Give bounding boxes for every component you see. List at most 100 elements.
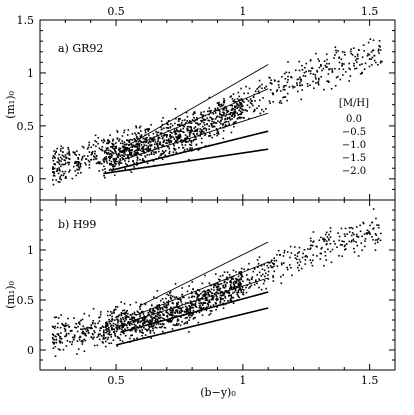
- data-point: [64, 154, 67, 156]
- data-point: [105, 324, 107, 326]
- data-point: [217, 289, 219, 292]
- data-point: [131, 139, 133, 141]
- data-point: [177, 138, 179, 141]
- data-point: [179, 128, 182, 131]
- data-point: [105, 331, 107, 334]
- data-point: [267, 274, 269, 276]
- data-point: [51, 333, 54, 336]
- data-point: [131, 146, 134, 149]
- data-point: [291, 274, 293, 277]
- data-point: [211, 123, 213, 126]
- data-point: [254, 279, 257, 281]
- data-point: [74, 151, 76, 154]
- data-point: [133, 145, 136, 148]
- data-point: [53, 175, 56, 177]
- data-point: [327, 80, 329, 82]
- data-point: [99, 327, 102, 329]
- metallicity-line: [141, 241, 269, 306]
- data-point: [215, 291, 218, 293]
- legend-title: [M/H]: [339, 98, 369, 109]
- data-point: [202, 306, 205, 309]
- data-point: [181, 293, 184, 296]
- data-point: [371, 235, 373, 238]
- data-point: [139, 331, 141, 333]
- data-point: [189, 130, 192, 132]
- data-point: [101, 325, 104, 328]
- data-point: [81, 156, 84, 158]
- data-point: [65, 177, 67, 179]
- data-point: [149, 137, 152, 139]
- data-point: [133, 326, 136, 329]
- data-point: [131, 133, 134, 135]
- data-point: [84, 328, 87, 330]
- data-point: [103, 150, 106, 153]
- data-point: [209, 132, 211, 135]
- data-point: [254, 90, 257, 93]
- data-point: [224, 285, 227, 288]
- data-point: [186, 148, 189, 150]
- data-point: [139, 321, 142, 324]
- data-point: [146, 314, 149, 317]
- data-point: [110, 336, 113, 338]
- data-point: [53, 343, 55, 345]
- data-point: [376, 241, 379, 244]
- data-point: [159, 314, 161, 317]
- data-point: [187, 311, 189, 314]
- data-point: [67, 317, 69, 320]
- data-point: [338, 235, 341, 238]
- data-point: [121, 156, 124, 159]
- data-point: [272, 276, 275, 279]
- data-point: [264, 272, 267, 275]
- data-point: [311, 264, 314, 267]
- data-point: [143, 317, 146, 319]
- data-point: [238, 296, 241, 299]
- panel-a-ylabel: (m₁)₀: [4, 90, 17, 118]
- data-point: [154, 326, 157, 329]
- data-point: [178, 305, 181, 308]
- data-point: [246, 104, 249, 106]
- data-point: [350, 48, 352, 51]
- data-point: [129, 337, 131, 340]
- data-point: [143, 159, 145, 162]
- data-point: [222, 130, 225, 132]
- data-point: [311, 67, 314, 70]
- data-point: [183, 323, 186, 325]
- data-point: [146, 319, 148, 321]
- data-point: [67, 163, 70, 166]
- data-point: [232, 111, 235, 114]
- data-point: [162, 136, 164, 139]
- data-point: [263, 280, 266, 282]
- data-point: [353, 65, 355, 67]
- data-point: [357, 57, 359, 60]
- data-point: [143, 151, 145, 153]
- data-point: [243, 268, 245, 271]
- data-point: [152, 327, 154, 330]
- data-point: [344, 235, 346, 237]
- data-point: [241, 288, 244, 291]
- data-point: [215, 286, 218, 288]
- data-point: [194, 305, 197, 308]
- data-point: [176, 137, 178, 140]
- data-point: [312, 73, 315, 76]
- data-point: [86, 326, 89, 329]
- data-point: [364, 238, 367, 240]
- data-point: [80, 328, 82, 331]
- data-point: [329, 227, 332, 229]
- data-point: [237, 289, 240, 292]
- data-point: [145, 144, 148, 147]
- data-point: [150, 320, 153, 323]
- data-point: [95, 326, 97, 329]
- data-point: [171, 318, 174, 320]
- data-point: [141, 159, 144, 162]
- data-point: [247, 92, 249, 95]
- data-point: [160, 326, 162, 329]
- data-point: [254, 100, 256, 102]
- data-point: [62, 163, 65, 166]
- data-point: [331, 248, 334, 251]
- data-point: [224, 289, 227, 292]
- data-point: [165, 126, 168, 129]
- data-point: [343, 240, 345, 243]
- data-point: [188, 125, 190, 128]
- data-point: [131, 334, 133, 336]
- data-point: [157, 145, 159, 147]
